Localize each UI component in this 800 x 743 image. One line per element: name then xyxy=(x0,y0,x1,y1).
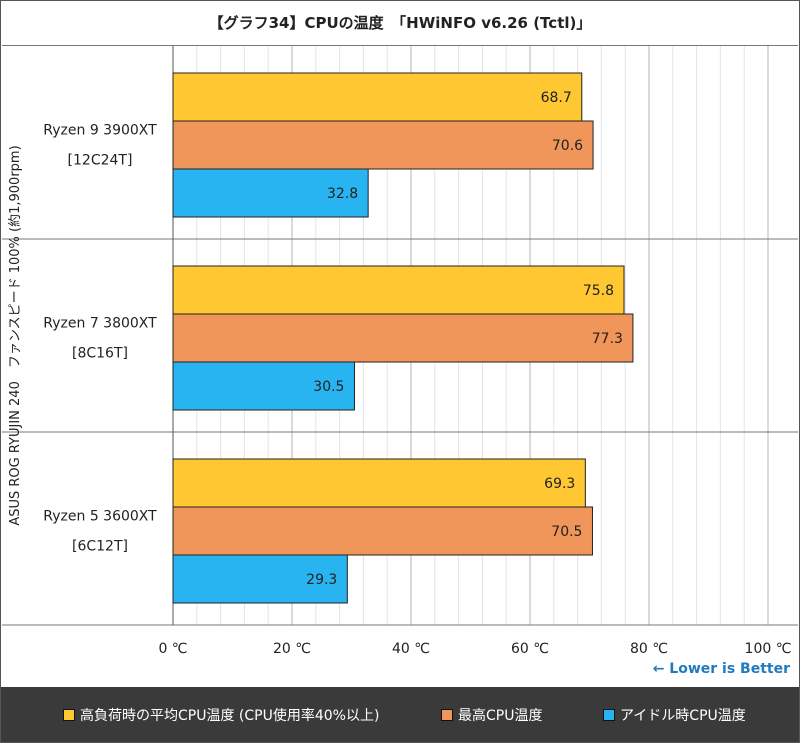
bar-value-label: 29.3 xyxy=(306,572,337,588)
x-tick-label: 40 ℃ xyxy=(392,641,430,657)
y-axis-label: ASUS ROG RYUJIN 240 ファンスピード 100% (約1,900… xyxy=(8,145,23,525)
bar-value-label: 68.7 xyxy=(541,90,572,106)
x-tick-label: 100 ℃ xyxy=(745,641,792,657)
title-divider xyxy=(2,45,798,46)
x-tick-label: 60 ℃ xyxy=(511,641,549,657)
x-tick-label: 20 ℃ xyxy=(273,641,311,657)
x-tick-label: 0 ℃ xyxy=(158,641,187,657)
bar-value-label: 77.3 xyxy=(592,331,623,347)
bar xyxy=(172,506,593,556)
legend-item-idle: アイドル時CPU温度 xyxy=(603,705,746,725)
x-tick-label: 80 ℃ xyxy=(630,641,668,657)
bar-value-label: 70.6 xyxy=(552,138,583,154)
lower-is-better-note: ← Lower is Better xyxy=(652,661,790,677)
bar xyxy=(172,72,583,122)
chart-title: 【グラフ34】CPUの温度 「HWiNFO v6.26 (Tctl)」 xyxy=(208,14,592,32)
legend: 高負荷時の平均CPU温度 (CPU使用率40%以上) 最高CPU温度 アイドル時… xyxy=(1,687,799,742)
category-sublabel: [8C16T] xyxy=(72,346,128,362)
legend-swatch-idle xyxy=(603,709,615,721)
category-sublabel: [12C24T] xyxy=(68,153,133,169)
legend-swatch-average xyxy=(63,709,75,721)
bar-value-label: 69.3 xyxy=(544,476,575,492)
bar xyxy=(172,361,355,411)
bar-value-label: 32.8 xyxy=(327,186,358,202)
category-sublabel: [6C12T] xyxy=(72,539,128,555)
bar-value-label: 70.5 xyxy=(551,524,582,540)
legend-item-average: 高負荷時の平均CPU温度 (CPU使用率40%以上) xyxy=(63,705,379,725)
bar xyxy=(172,120,594,170)
bar xyxy=(172,554,348,604)
bar-value-label: 75.8 xyxy=(583,283,614,299)
bar xyxy=(172,458,586,508)
bar xyxy=(172,265,625,315)
category-label: Ryzen 9 3900XT xyxy=(43,123,157,139)
legend-label-max: 最高CPU温度 xyxy=(458,708,543,724)
legend-item-max: 最高CPU温度 xyxy=(441,705,542,725)
category-label: Ryzen 7 3800XT xyxy=(43,316,157,332)
legend-swatch-max xyxy=(441,709,453,721)
bar xyxy=(172,313,634,363)
legend-label-idle: アイドル時CPU温度 xyxy=(620,708,746,724)
legend-label-average: 高負荷時の平均CPU温度 (CPU使用率40%以上) xyxy=(80,708,380,724)
category-label: Ryzen 5 3600XT xyxy=(43,509,157,525)
bar-value-label: 30.5 xyxy=(313,379,344,395)
bar xyxy=(172,168,369,218)
